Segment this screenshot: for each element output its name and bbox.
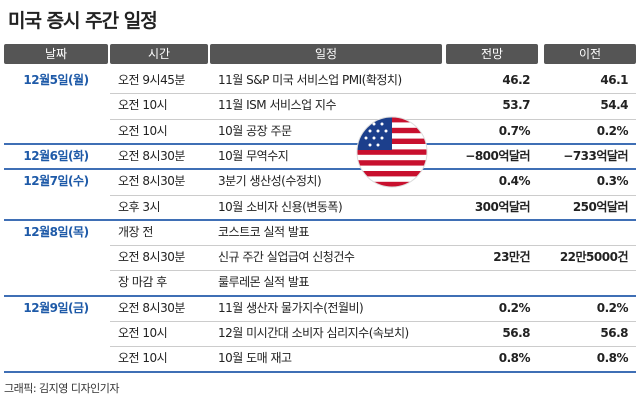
column-header: 이전 <box>544 44 636 64</box>
forecast: 46.2 <box>502 73 530 87</box>
event: 10월 도매 재고 <box>218 351 292 366</box>
time: 오전 10시 <box>118 351 168 366</box>
us-flag <box>356 116 428 188</box>
column-header: 전망 <box>446 44 538 64</box>
time: 오전 10시 <box>118 123 168 138</box>
time: 오전 8시30분 <box>118 300 185 315</box>
forecast: 0.8% <box>498 351 531 366</box>
time: 오전 10시 <box>118 98 168 113</box>
time: 오전 8시30분 <box>118 148 185 163</box>
row-divider <box>110 321 636 322</box>
event: 신규 주간 실업급여 신청건수 <box>218 250 355 265</box>
group-divider <box>4 218 636 221</box>
date: 12월6일(화) <box>23 148 89 163</box>
forecast: 23만건 <box>493 250 530 265</box>
date: 12월8일(목) <box>23 224 89 239</box>
row-divider <box>110 194 636 196</box>
previous: 0.2% <box>596 300 629 315</box>
group-divider <box>4 168 636 171</box>
row-divider <box>110 245 636 247</box>
credit: 그래픽: 김지영 디자인기자 <box>4 382 120 395</box>
previous: 0.8% <box>596 351 629 366</box>
time: 개장 전 <box>118 224 153 239</box>
column-header: 시간 <box>110 44 208 64</box>
time: 오전 8시30분 <box>118 174 185 189</box>
previous: 0.3% <box>596 174 629 189</box>
row-divider <box>110 346 636 348</box>
forecast: 0.4% <box>498 174 531 189</box>
group-divider <box>4 142 636 145</box>
date: 12월7일(수) <box>23 174 89 189</box>
previous: 56.8 <box>600 326 628 340</box>
date: 12월5일(월) <box>23 73 89 87</box>
event: 12월 미시간대 소비자 심리지수(속보치) <box>218 326 409 340</box>
forecast: 56.8 <box>502 326 530 340</box>
event: 11월 S&P 미국 서비스업 PMI(확정치) <box>218 73 402 87</box>
forecast: 300억달러 <box>474 199 531 214</box>
title: 미국 증시 주간 일정 <box>8 10 158 32</box>
event: 10월 소비자 신용(변동폭) <box>218 199 343 214</box>
forecast: 0.2% <box>498 300 531 315</box>
previous: 0.2% <box>596 123 629 138</box>
forecast: −800억달러 <box>465 148 530 163</box>
date: 12월9일(금) <box>23 300 89 315</box>
column-header: 일정 <box>210 44 442 64</box>
event: 10월 공장 주문 <box>218 123 292 138</box>
event: 11월 ISM 서비스업 지수 <box>218 98 337 113</box>
previous: −733억달러 <box>563 148 628 163</box>
time: 오전 9시45분 <box>118 73 185 87</box>
event: 코스트코 실적 발표 <box>218 224 309 239</box>
forecast: 0.7% <box>498 123 531 138</box>
column-header: 날짜 <box>4 44 108 64</box>
previous: 250억달러 <box>572 199 629 214</box>
event: 룰루레몬 실적 발표 <box>218 275 309 290</box>
previous: 54.4 <box>600 98 628 113</box>
time: 오후 3시 <box>118 199 161 214</box>
row-divider <box>110 118 636 120</box>
event: 11월 생산자 물가지수(전월비) <box>218 300 364 315</box>
time: 오전 10시 <box>118 326 168 340</box>
previous: 46.1 <box>600 73 628 87</box>
event: 3분기 생산성(수정치) <box>218 174 322 189</box>
group-divider <box>4 370 636 373</box>
time: 장 마감 후 <box>118 275 167 290</box>
event: 10월 무역수지 <box>218 148 289 163</box>
time: 오전 8시30분 <box>118 250 185 265</box>
row-divider <box>110 93 636 95</box>
group-divider <box>4 294 636 297</box>
previous: 22만5000건 <box>559 250 629 265</box>
row-divider <box>110 270 636 272</box>
forecast: 53.7 <box>502 98 530 113</box>
